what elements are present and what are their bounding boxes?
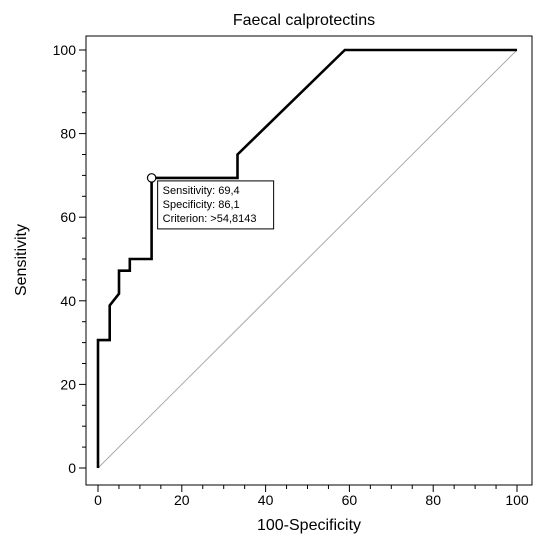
annotation-box	[157, 180, 275, 230]
y-tick-label: 100	[53, 42, 77, 58]
reference-diagonal-line	[97, 49, 518, 469]
x-axis-title: 100-Specificity	[257, 517, 361, 534]
annotation-line: Specificity: 86,1	[163, 199, 240, 211]
y-tick-label: 80	[60, 126, 76, 142]
roc-curve-layer	[96, 48, 517, 468]
y-tick-label: 0	[68, 460, 76, 476]
y-tick-label: 40	[60, 293, 76, 309]
x-axis: 0 20 40 60 80 100	[94, 485, 529, 508]
annotation-line: Sensitivity: 69,4	[163, 185, 240, 197]
x-tick-label: 60	[342, 492, 358, 508]
reference-line-layer	[97, 49, 518, 469]
criterion-annotation: Sensitivity: 69,4 Specificity: 86,1 Criter…	[146, 173, 275, 230]
x-tick-label: 80	[425, 492, 441, 508]
y-axis-title: Sensitivity	[13, 224, 30, 296]
x-tick-label: 20	[174, 492, 190, 508]
y-axis: 0 20 40 60 80 100	[53, 42, 86, 476]
optimal-criterion-marker	[146, 173, 157, 183]
y-tick-label: 60	[60, 209, 76, 225]
x-tick-label: 0	[94, 492, 102, 508]
plot-frame	[85, 35, 533, 486]
x-tick-label: 100	[505, 492, 529, 508]
y-tick-label: 20	[60, 376, 76, 392]
x-tick-label: 40	[258, 492, 274, 508]
annotation-line: Criterion: >54,8143	[163, 213, 257, 225]
roc-curve	[96, 48, 517, 468]
chart-title: Faecal calprotectins	[233, 12, 375, 29]
